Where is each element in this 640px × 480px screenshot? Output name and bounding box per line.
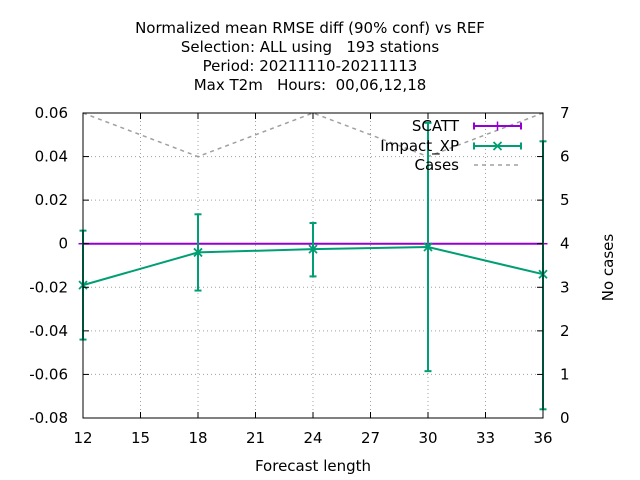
y2-tick-label: 6 [560,148,570,166]
series-cases [82,112,544,158]
y2-tick-label: 4 [560,235,570,253]
legend-impact-xp-marker-b [492,141,503,151]
y-tick-label: 0 [58,235,68,253]
y-tick-label: 0.02 [35,191,68,209]
legend-impact-xp-marker [492,141,503,151]
x-tick-label: 18 [188,429,207,447]
legend-cases-label: Cases [414,156,459,174]
x-axis-label: Forecast length [255,457,371,475]
legend-cases: Cases [414,156,521,174]
legend-scatt: SCATT [412,117,522,135]
y-tick-label: 0.06 [35,104,68,122]
x-tick-label: 27 [361,429,380,447]
x-tick-label: 12 [73,429,92,447]
y2-axis-label: No cases [599,234,617,302]
y2-tick-label: 3 [560,278,570,296]
legend-impact-xp: Impact_XP [380,137,522,156]
title-line-2: Selection: ALL using 193 stations [181,38,440,56]
legend-impact-xp-label: Impact_XP [380,137,459,156]
legend-scatt-label: SCATT [412,117,460,135]
series-impact-xp-point [308,244,318,254]
series-impact-xp-point-b [193,247,203,258]
title-line-4: Max T2m Hours: 00,06,12,18 [194,76,427,94]
y2-tick-label: 5 [560,191,570,209]
title-line-3: Period: 20211110-20211113 [203,57,418,75]
y2-tick-label: 0 [560,409,570,427]
y-tick-label: -0.06 [29,365,68,383]
y-tick-label: -0.08 [29,409,68,427]
series-impact-xp-point [193,247,203,258]
series-impact-xp-point-b [423,242,433,252]
title-line-1: Normalized mean RMSE diff (90% conf) vs … [135,19,485,37]
x-tick-label: 30 [418,429,437,447]
y-tick-label: 0.04 [35,148,68,166]
legend-scatt-marker [493,121,502,131]
y2-tick-label: 7 [560,104,570,122]
y-tick-label: -0.02 [29,278,68,296]
series-impact-xp-point [423,242,433,252]
chart-title: Normalized mean RMSE diff (90% conf) vs … [135,19,485,94]
y2-tick-label: 1 [560,365,570,383]
x-tick-label: 36 [533,429,552,447]
x-tick-label: 24 [303,429,322,447]
x-tick-label: 15 [131,429,150,447]
y2-tick-label: 2 [560,322,570,340]
series-cases-line [82,112,544,158]
series-impact-xp-point-b [308,244,318,254]
y-tick-label: -0.04 [29,322,68,340]
x-tick-label: 33 [476,429,495,447]
x-tick-label: 21 [246,429,265,447]
axes: 12 15 18 21 24 27 30 33 36-0.08-0.06-0.04-0.0200… [29,104,617,475]
